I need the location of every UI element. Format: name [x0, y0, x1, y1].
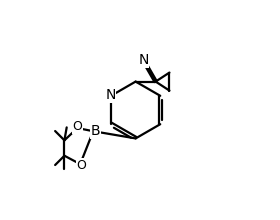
- Text: B: B: [91, 124, 101, 138]
- Text: O: O: [73, 121, 82, 134]
- Text: N: N: [105, 88, 116, 102]
- Text: O: O: [76, 159, 86, 172]
- Text: N: N: [138, 53, 149, 67]
